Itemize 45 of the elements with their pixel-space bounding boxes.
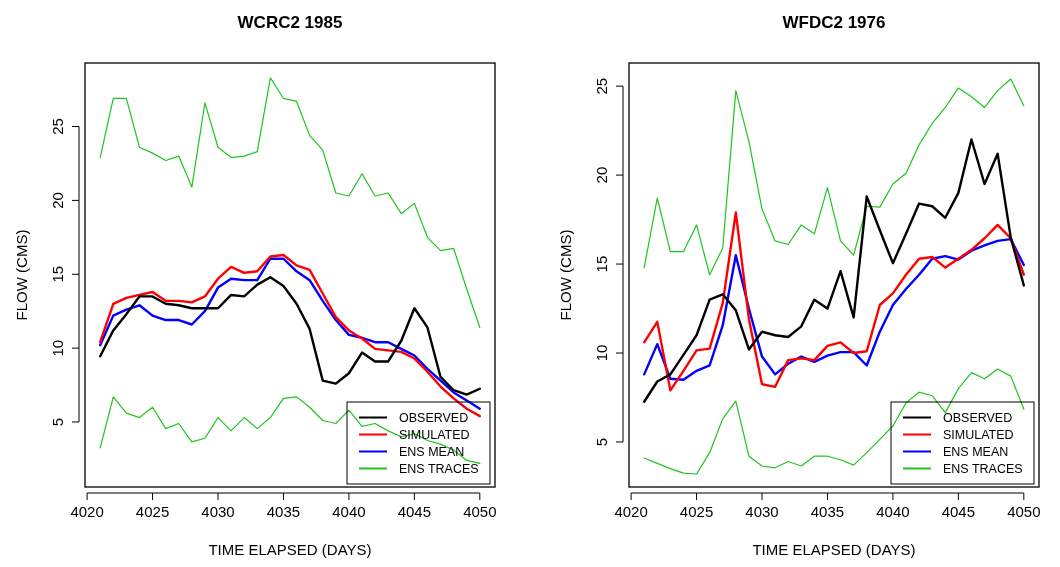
legend-label: SIMULATED (943, 428, 1014, 442)
y-tick-label: 5 (49, 417, 66, 427)
legend-label: OBSERVED (399, 411, 469, 425)
x-tick-label: 4045 (941, 503, 976, 520)
y-tick-label: 15 (593, 255, 610, 273)
legend-label: ENS TRACES (943, 462, 1023, 476)
line-series (642, 211, 1026, 392)
y-tick-label: 25 (593, 77, 610, 95)
y-tick-label: 20 (49, 192, 66, 209)
x-tick-label: 4050 (463, 503, 497, 520)
chart-title: WCRC2 1985 (237, 13, 343, 32)
legend-label: SIMULATED (399, 428, 470, 442)
line-series (643, 78, 1025, 276)
line-series (98, 276, 482, 396)
y-tick-label: 10 (593, 344, 610, 362)
line-series (642, 138, 1026, 403)
x-tick-label: 4025 (135, 503, 170, 520)
line-series (99, 396, 481, 464)
x-tick-label: 4035 (810, 503, 845, 520)
x-tick-label: 4035 (266, 503, 301, 520)
line-series (99, 77, 481, 329)
x-tick-label: 4050 (1007, 503, 1041, 520)
x-tick-label: 4040 (332, 503, 366, 520)
y-tick-label: 20 (593, 166, 610, 184)
x-tick-label: 4045 (397, 503, 432, 520)
y-tick-label: 5 (593, 437, 610, 447)
legend-label: ENS TRACES (399, 462, 479, 476)
legend-label: ENS MEAN (943, 445, 1009, 459)
x-tick-label: 4030 (201, 503, 235, 520)
x-tick-label: 4025 (679, 503, 714, 520)
x-tick-label: 4020 (614, 503, 648, 520)
y-tick-label: 25 (49, 118, 66, 135)
x-tick-label: 4020 (70, 503, 104, 520)
y-tick-label: 15 (49, 265, 66, 283)
x-axis-title: TIME ELAPSED (DAYS) (752, 541, 916, 558)
legend-label: OBSERVED (943, 411, 1013, 425)
y-axis-title: FLOW (CMS) (557, 229, 574, 321)
x-axis-title: TIME ELAPSED (DAYS) (208, 541, 372, 558)
chart-title: WFDC2 1976 (782, 13, 886, 32)
line-series (642, 237, 1026, 381)
line-series (643, 368, 1025, 475)
x-tick-label: 4030 (745, 503, 779, 520)
y-axis-title: FLOW (CMS) (13, 229, 30, 321)
y-tick-label: 10 (49, 339, 66, 357)
x-tick-label: 4040 (876, 503, 910, 520)
